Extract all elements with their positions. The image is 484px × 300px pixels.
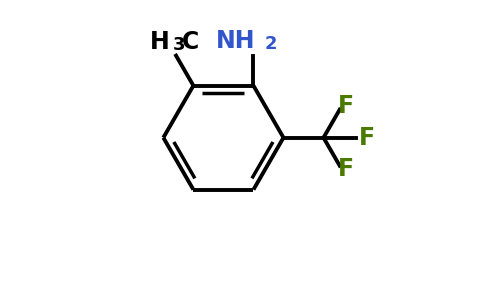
Text: H: H: [150, 30, 170, 54]
Text: F: F: [338, 158, 354, 182]
Text: F: F: [359, 126, 375, 150]
Text: C: C: [182, 30, 199, 54]
Text: 3: 3: [173, 36, 185, 54]
Text: NH: NH: [215, 29, 255, 53]
Text: 2: 2: [264, 35, 277, 53]
Text: F: F: [338, 94, 354, 118]
